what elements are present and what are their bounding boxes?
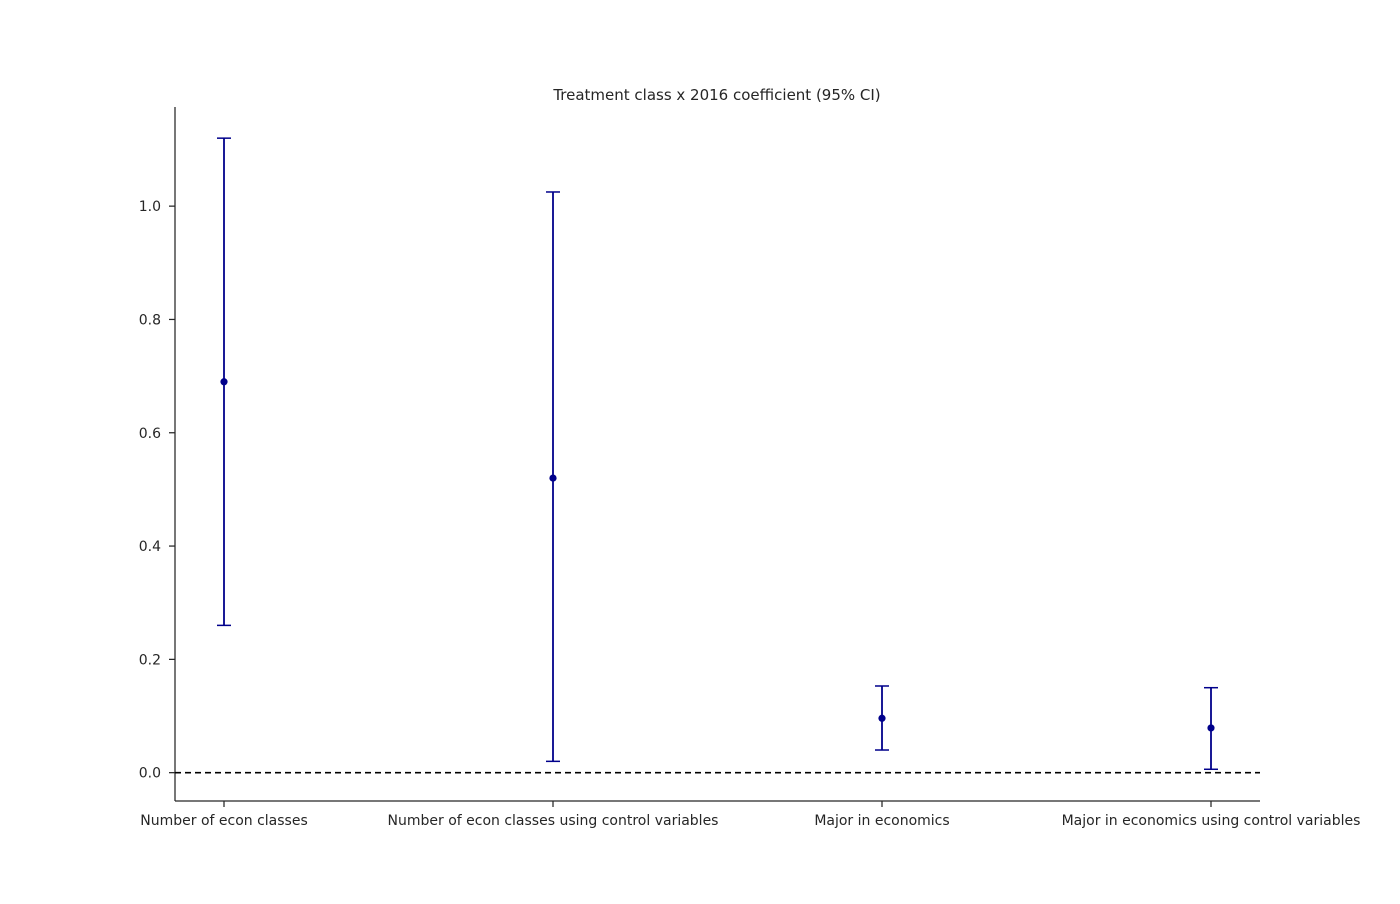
y-tick-label: 0.0 (139, 766, 161, 782)
chart-title: Treatment class x 2016 coefficient (95% … (552, 86, 880, 104)
coefficient-point (549, 474, 557, 482)
y-tick-label: 0.8 (139, 312, 161, 328)
y-tick-label: 0.4 (139, 539, 161, 555)
x-tick-label: Major in economics using control variabl… (1062, 813, 1361, 829)
y-tick-label: 0.2 (139, 652, 161, 668)
y-tick-label: 0.6 (139, 426, 161, 442)
x-tick-label: Number of econ classes using control var… (388, 813, 719, 829)
x-tick-label: Major in economics (814, 813, 949, 829)
x-tick-label: Number of econ classes (140, 813, 308, 829)
coefficient-point (220, 378, 228, 386)
coefficient-point (1207, 724, 1215, 732)
y-tick-label: 1.0 (139, 199, 161, 215)
coefficient-point (878, 714, 886, 722)
